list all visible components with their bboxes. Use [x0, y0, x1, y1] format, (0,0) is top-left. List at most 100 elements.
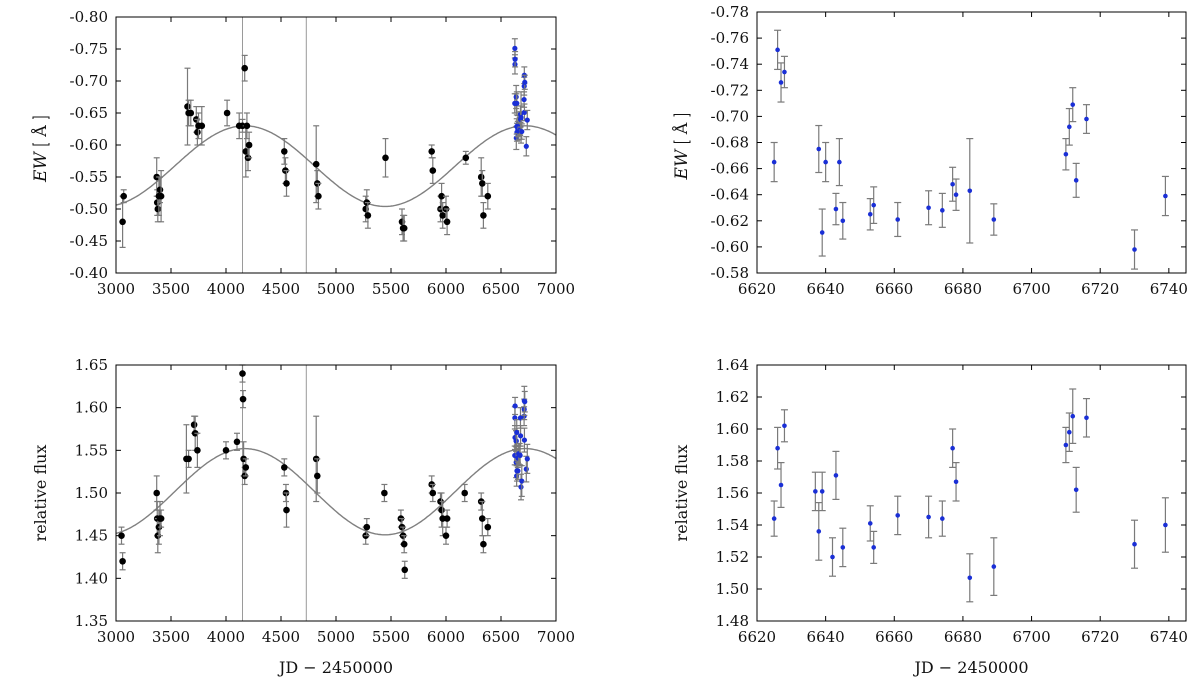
data-point [480, 212, 487, 219]
data-point [833, 473, 839, 478]
x-tick-label: 6500 [482, 280, 520, 298]
plot-frame [115, 16, 557, 274]
data-point [1132, 247, 1137, 252]
y-tick-label: -0.72 [711, 81, 749, 99]
data-point [515, 468, 521, 474]
x-tick-label: 3000 [97, 280, 135, 298]
data-point [522, 399, 528, 405]
y-tick-label: 1.56 [716, 484, 749, 502]
data-point [967, 188, 973, 194]
data-point [991, 217, 997, 222]
data-point [233, 438, 241, 446]
data-point [819, 230, 825, 235]
data-point [823, 159, 828, 165]
plot-frame [756, 364, 1187, 622]
y-tick-label: -0.45 [70, 232, 108, 250]
data-point [833, 206, 839, 212]
data-point [517, 452, 523, 459]
data-point [428, 148, 436, 155]
data-point [514, 100, 520, 106]
y-tick-label: -0.62 [711, 212, 749, 230]
data-point [895, 217, 901, 222]
data-point [1163, 522, 1168, 528]
y-tick-label: -0.58 [711, 264, 749, 282]
data-point [816, 146, 822, 152]
y-tick-label: -0.40 [70, 264, 108, 282]
y-axis-label-text: relative flux [672, 445, 691, 542]
data-point [1163, 193, 1168, 199]
data-point [816, 529, 822, 534]
data-point [517, 433, 524, 439]
data-point [154, 205, 162, 213]
data-point [194, 128, 201, 136]
data-point [523, 143, 529, 149]
data-point [119, 557, 126, 565]
data-point [778, 80, 784, 85]
data-point [1073, 178, 1079, 183]
x-tick-label: 5500 [372, 280, 410, 298]
data-point [523, 466, 529, 472]
y-axis-label-quantity: EW [672, 148, 692, 180]
data-point [400, 540, 408, 548]
x-tick-label: 6620 [738, 628, 776, 646]
data-point [243, 122, 251, 130]
y-tick-label: -0.68 [711, 134, 749, 152]
data-point [778, 482, 784, 488]
data-point [364, 212, 372, 219]
bracket-close [32, 116, 50, 119]
x-tick-label: 6740 [1150, 280, 1188, 298]
data-point [223, 109, 231, 117]
x-tick-label: 6660 [875, 280, 913, 298]
data-point [950, 445, 955, 451]
y-tick-label: 1.65 [75, 356, 108, 374]
data-point [512, 403, 518, 409]
data-point [241, 64, 248, 72]
data-point [926, 514, 931, 520]
data-point [157, 515, 165, 522]
data-point [443, 218, 451, 226]
data-point [522, 79, 528, 85]
data-point [120, 192, 127, 200]
data-point [1084, 116, 1089, 122]
data-point [1084, 415, 1089, 421]
data-point [315, 192, 322, 200]
y-tick-label: 1.52 [716, 548, 749, 566]
data-point [782, 423, 787, 429]
data-point [524, 117, 530, 123]
y-tick-label: 1.64 [716, 356, 749, 374]
data-point [198, 122, 206, 130]
x-tick-label: 3000 [97, 628, 135, 646]
x-tick-label: 5000 [317, 628, 355, 646]
y-tick-label: -0.70 [711, 107, 749, 125]
x-tick-label: 6660 [875, 628, 913, 646]
x-tick-label: 6620 [738, 280, 776, 298]
data-point [382, 154, 389, 162]
plot-frame [756, 11, 1187, 274]
data-point [519, 478, 525, 484]
y-tick-label: 1.60 [75, 399, 108, 417]
plot-frame [115, 364, 557, 622]
data-point [401, 566, 409, 574]
panel-ew-zoom: 6620 6640 6660 6680 6700 6720 6740 -0.78 -0.76 -0… [671, 3, 1188, 298]
data-point [462, 154, 470, 162]
data-point [837, 159, 842, 165]
data-point [521, 437, 528, 443]
x-tick-label: 5500 [372, 628, 410, 646]
data-point [438, 506, 445, 514]
y-tick-label: 1.48 [716, 612, 749, 630]
data-point [518, 114, 524, 121]
data-point [840, 218, 846, 224]
data-point [438, 192, 445, 200]
y-tick-label: 1.45 [75, 527, 108, 545]
x-tick-label: 4500 [262, 628, 300, 646]
x-axis-label: JD − 2450000 [912, 658, 1028, 677]
data-point [953, 479, 959, 485]
data-point [283, 180, 290, 187]
data-point [512, 56, 518, 62]
panel-flux-full: 3000 3500 4000 4500 5000 5500 6000 6500 7000 1.65… [31, 356, 575, 677]
data-point [477, 173, 485, 181]
y-axis-label-unit: Å [671, 122, 691, 135]
x-tick-label: 6720 [1081, 280, 1119, 298]
y-axis-label-unit: Å [30, 125, 50, 138]
y-tick-label: -0.70 [70, 72, 108, 90]
